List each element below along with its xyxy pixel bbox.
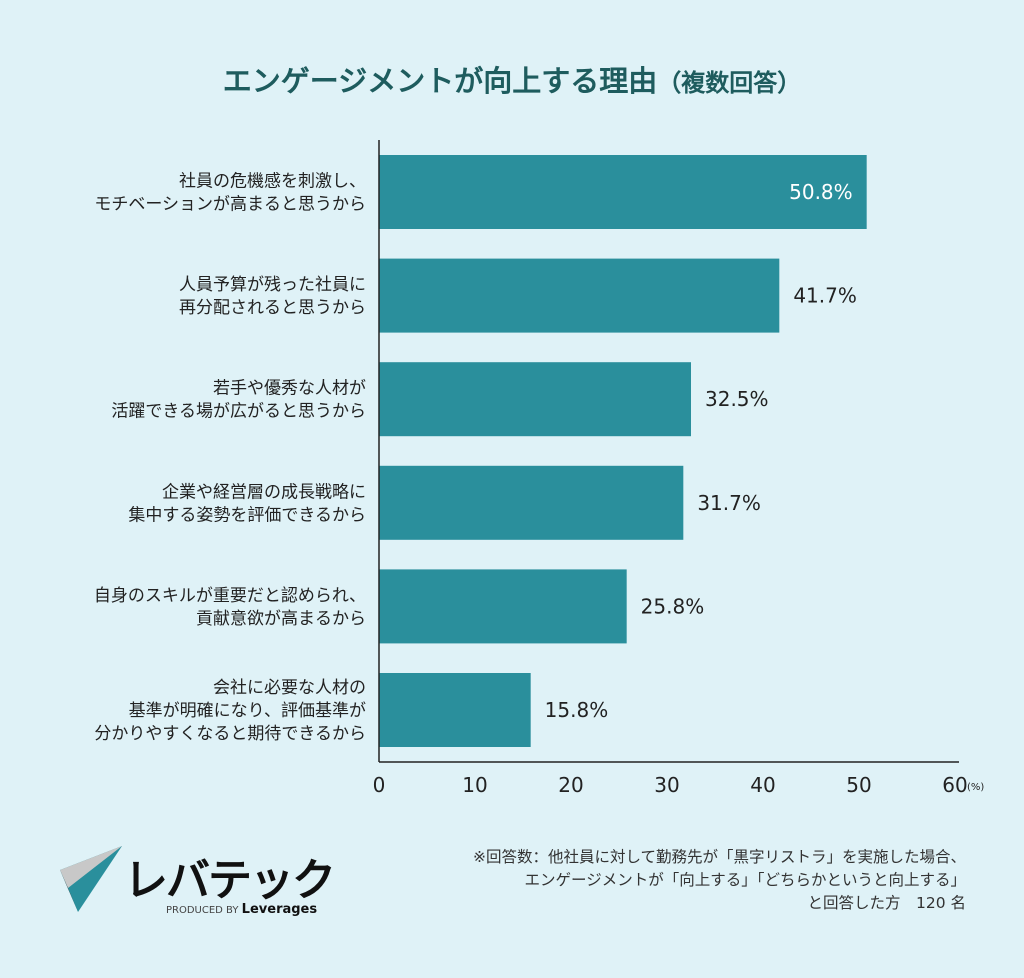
data-label: 50.8% (789, 180, 853, 204)
category-label: 企業や経営層の成長戦略に (162, 482, 366, 502)
category-label: 貢献意欲が高まるから (196, 609, 366, 629)
title-text: エンゲージメントが向上する理由 (222, 64, 658, 98)
category-label: 社員の危機感を刺激し、 (179, 172, 366, 192)
logo-mark-icon (60, 846, 122, 912)
category-label: 人員予算が残った社員に (179, 275, 366, 295)
bar (379, 155, 867, 229)
data-label: 25.8% (641, 594, 705, 618)
footnote-line: エンゲージメントが「向上する」「どちらかというと向上する」 (524, 871, 966, 889)
bar (379, 362, 691, 437)
logo-name: レバテック (124, 855, 336, 906)
bar (379, 673, 531, 747)
x-tick-label: 30 (654, 773, 679, 797)
category-label: 活躍できる場が広がると思うから (111, 402, 366, 422)
bar (379, 465, 684, 540)
data-label: 15.8% (545, 698, 609, 722)
category-label: 分かりやすくなると期待できるから (94, 724, 366, 744)
data-label: 31.7% (697, 491, 761, 515)
data-label: 41.7% (793, 284, 857, 308)
x-tick-label: 60 (942, 773, 967, 797)
data-label: 32.5% (705, 387, 769, 411)
category-label: 会社に必要な人材の (213, 678, 366, 698)
x-tick-label: 50 (846, 773, 871, 797)
footnote: ※回答数：他社員に対して勤務先が「黒字リストラ」を実施した場合、 エンゲージメン… (473, 846, 966, 915)
bar (379, 569, 627, 644)
category-label: モチベーションが高まると思うから (94, 195, 366, 215)
category-label: 基準が明確になり、評価基準が (129, 701, 366, 721)
x-axis-unit: (%) (967, 782, 984, 793)
category-label: 若手や優秀な人材が (213, 379, 366, 399)
x-tick-label: 40 (750, 773, 775, 797)
category-label: 再分配されると思うから (179, 298, 366, 318)
logo-byline: PRODUCED BY Leverages (166, 902, 318, 917)
x-tick-label: 0 (373, 773, 386, 797)
x-tick-label: 20 (558, 773, 583, 797)
levtech-logo: レバテック PRODUCED BY Leverages (58, 842, 338, 922)
footnote-line: ※回答数：他社員に対して勤務先が「黒字リストラ」を実施した場合、 (472, 848, 966, 866)
bar-chart: 50.8% 社員の危機感を刺激し、モチベーションが高まると思うから 41.7% 人員予… (94, 140, 984, 797)
category-label: 自身のスキルが重要だと認められ、 (94, 586, 366, 606)
chart-title: エンゲージメントが向上する理由（複数回答） (0, 58, 1024, 100)
title-suffix: （複数回答） (657, 69, 802, 97)
bar (379, 258, 780, 333)
footnote-line: と回答した方 120 名 (807, 894, 966, 912)
category-label: 集中する姿勢を評価できるから (128, 505, 366, 525)
x-tick-label: 10 (462, 773, 487, 797)
